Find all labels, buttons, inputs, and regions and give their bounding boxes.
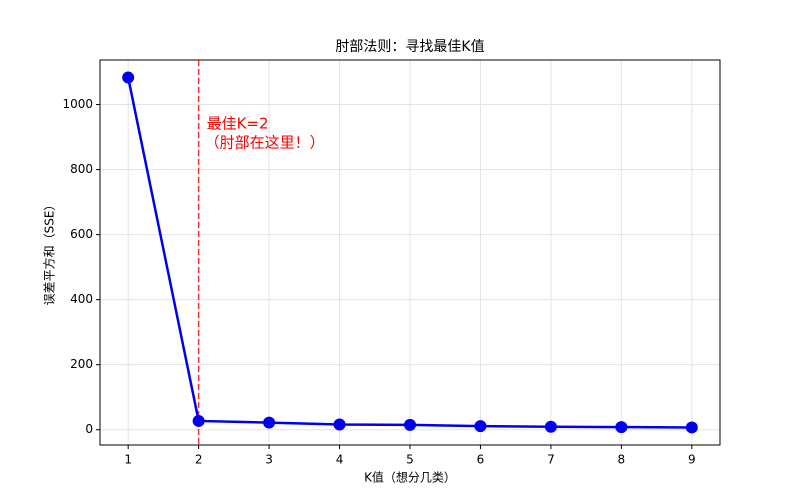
x-tick-label: 2: [195, 453, 203, 467]
point: [404, 418, 416, 431]
x-tick-label: 6: [477, 453, 485, 467]
point: [615, 421, 628, 434]
plot-frame: [99, 59, 721, 446]
chart-title: 肘部法则：寻找最佳K值: [335, 39, 484, 55]
annotation: 最佳K=2: [207, 115, 269, 133]
y-tick-label: 400: [70, 292, 93, 306]
point: [474, 420, 487, 433]
y-tick-label: 800: [70, 162, 93, 176]
x-tick-label: 7: [547, 453, 555, 467]
x-tick-label: 5: [406, 453, 414, 467]
y-tick-label: 600: [70, 227, 93, 241]
point: [333, 418, 346, 431]
x-tick-label: 4: [336, 453, 344, 467]
point: [192, 414, 205, 427]
x-tick-label: 1: [124, 453, 132, 467]
y-axis-label: 误差平方和（SSE）: [42, 199, 57, 306]
y-tick-label: 200: [70, 357, 93, 371]
x-axis-label: K值（想分几类）: [364, 470, 456, 485]
point: [544, 420, 557, 433]
x-tick-label: 9: [688, 453, 696, 467]
point: [263, 416, 276, 429]
y-tick-label: 1000: [62, 97, 93, 111]
x-tick-label: 3: [265, 453, 273, 467]
annotation: （肘部在这里！）: [205, 134, 325, 152]
point: [685, 421, 698, 434]
x-tick-label: 8: [618, 453, 626, 467]
y-tick-label: 0: [85, 422, 93, 436]
point: [122, 71, 135, 84]
